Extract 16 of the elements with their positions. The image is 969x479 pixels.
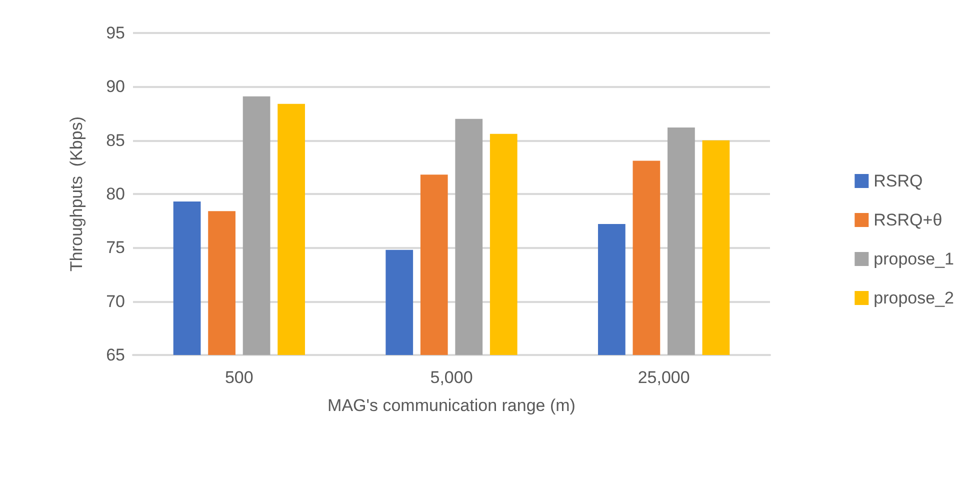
legend-label: propose_2 — [874, 288, 954, 308]
x-tick-label: 5,000 — [430, 368, 473, 387]
legend-label: RSRQ+θ — [874, 210, 942, 230]
y-tick-label: 75 — [106, 238, 125, 258]
legend-label: RSRQ — [874, 172, 923, 190]
y-tick-label: 80 — [106, 184, 125, 204]
x-axis-title: MAG's communication range (m) — [328, 396, 576, 415]
y-axis-title: Throughputs (Kbps) — [67, 116, 86, 272]
x-tick-label: 25,000 — [638, 368, 690, 387]
y-tick-label: 95 — [106, 24, 125, 42]
y-tick-label: 70 — [106, 292, 125, 311]
y-tick-label: 65 — [106, 346, 125, 364]
x-tick-label: 500 — [224, 368, 254, 387]
y-tick-label: 90 — [106, 77, 125, 96]
y-tick-label: 85 — [106, 130, 125, 150]
legend-label: propose_1 — [874, 250, 954, 268]
